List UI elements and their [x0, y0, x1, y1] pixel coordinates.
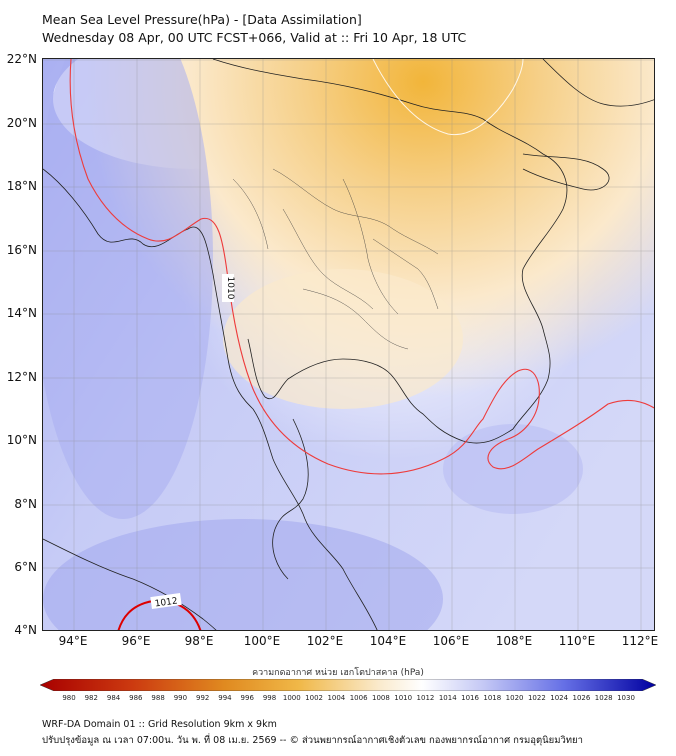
colorbar-tick-label: 1008 — [371, 694, 390, 702]
colorbar-tick-label: 1010 — [394, 694, 413, 702]
colorbar-tick-label: 1016 — [461, 694, 479, 702]
lat-tick: 18°N — [6, 179, 37, 193]
lat-tick: 8°N — [14, 497, 37, 511]
lon-tick: 112°E — [621, 634, 659, 648]
colorbar-tick-label: 1012 — [416, 694, 435, 702]
colorbar-tick-label: 1000 — [282, 694, 301, 702]
map-title: Mean Sea Level Pressure(hPa) - [Data Ass… — [42, 12, 362, 27]
colorbar-tick-label: 1004 — [327, 694, 346, 702]
colorbar-tick-label: 992 — [195, 694, 210, 702]
colorbar-tick-label: 1024 — [550, 694, 569, 702]
lon-tick: 98°E — [184, 634, 214, 648]
lat-tick: 22°N — [6, 52, 37, 66]
colorbar-tick-label: 1014 — [438, 694, 457, 702]
lon-tick: 96°E — [121, 634, 151, 648]
lon-tick: 110°E — [558, 634, 596, 648]
colorbar-title: ความกดอากาศ หน่วย เฮกโตปาสคาล (hPa) — [252, 668, 424, 678]
colorbar-tick-label: 1006 — [349, 694, 368, 702]
contour-label-1010: 1010 — [225, 277, 235, 300]
lon-tick: 102°E — [306, 634, 344, 648]
lat-tick: 4°N — [14, 623, 37, 637]
isobar-white — [372, 59, 524, 136]
pressure-map: 1010 1012 — [42, 58, 655, 631]
colorbar-tick-label: 1002 — [305, 694, 323, 702]
isobar-1010 — [69, 59, 654, 475]
colorbar-tick-label: 996 — [240, 694, 254, 702]
lon-tick: 104°E — [369, 634, 407, 648]
colorbar-tick-label: 1022 — [527, 694, 546, 702]
colorbar-tick-label: 1030 — [617, 694, 635, 702]
contour-label-1012-group: 1012 — [150, 592, 182, 610]
colorbar-tick-label: 1020 — [505, 694, 524, 702]
lat-tick: 20°N — [6, 116, 37, 130]
lon-tick: 94°E — [58, 634, 88, 648]
contour-label-1012: 1012 — [154, 596, 178, 609]
colorbar-tick-label: 984 — [106, 694, 121, 702]
lon-tick: 108°E — [495, 634, 533, 648]
province-borders — [232, 168, 439, 350]
colorbar-tick-label: 980 — [62, 694, 76, 702]
lat-tick: 10°N — [6, 433, 37, 447]
map-subtitle: Wednesday 08 Apr, 00 UTC FCST+066, Valid… — [42, 30, 467, 45]
colorbar-tick-label: 1028 — [594, 694, 613, 702]
lon-tick: 100°E — [243, 634, 281, 648]
colorbar-tick-label: 982 — [84, 694, 98, 702]
lat-tick: 6°N — [14, 560, 37, 574]
colorbar-tick-label: 990 — [173, 694, 188, 702]
colorbar-tick-label: 1026 — [572, 694, 591, 702]
isobars — [69, 59, 654, 475]
footer-model-info: WRF-DA Domain 01 :: Grid Resolution 9km … — [42, 719, 277, 730]
lat-tick: 12°N — [6, 370, 37, 384]
colorbar-tick-label: 994 — [218, 694, 232, 702]
footer-credit: ปรับปรุงข้อมูล ณ เวลา 07:00น. วัน พ. ที่… — [42, 735, 583, 746]
colorbar-tick-label: 998 — [262, 694, 277, 702]
colorbar-tick-label: 988 — [151, 694, 165, 702]
colorbar-tick-label: 986 — [129, 694, 143, 702]
colorbar-tick-label: 1018 — [483, 694, 502, 702]
colorbar — [40, 679, 656, 691]
coastlines — [43, 59, 654, 630]
lon-tick: 106°E — [432, 634, 470, 648]
lat-tick: 14°N — [6, 306, 37, 320]
contour-label-1010-group: 1010 — [222, 274, 235, 302]
graticule — [43, 59, 654, 630]
lat-tick: 16°N — [6, 243, 37, 257]
